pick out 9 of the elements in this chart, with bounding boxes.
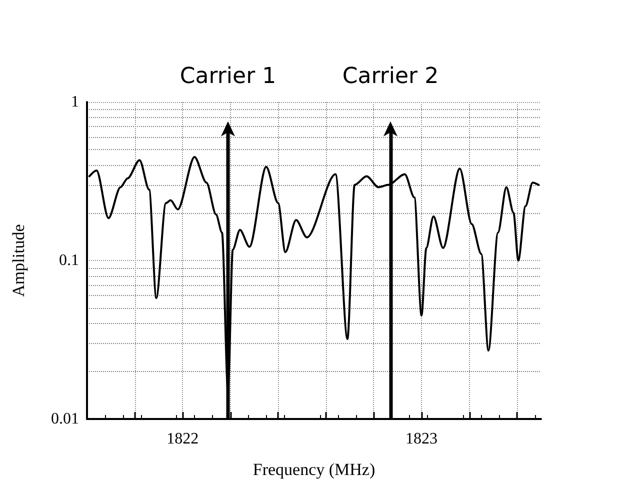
y-tick-label: 0.1 (59, 252, 79, 269)
x-axis-title: Frequency (MHz) (252, 460, 376, 479)
y-tick-label: 0.01 (51, 410, 79, 428)
x-tick-label: 1823 (406, 430, 438, 448)
ref-line-label: Carrier 2 (342, 64, 439, 89)
y-axis-title: Amplitude (9, 224, 28, 297)
y-tick-label: 1 (71, 94, 79, 110)
x-tick-label: 1822 (166, 430, 199, 448)
ref-line-label: Carrier 1 (180, 64, 276, 89)
